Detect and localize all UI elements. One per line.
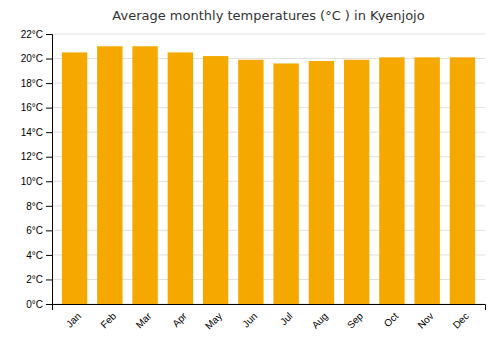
tick-label: 2°C: [26, 274, 43, 285]
tick-label: 18°C: [21, 78, 43, 89]
bar: [309, 61, 334, 304]
tick: 10°C: [21, 176, 52, 187]
tick-label: 22°C: [21, 29, 43, 40]
tick-mark: [46, 279, 52, 280]
chart-container: 0°C 2°C 4°C 6°C 8°C 10°C 12°C 14°C 16°C 18°C 20°C 2…: [0, 0, 500, 350]
tick: 8°C: [26, 201, 52, 212]
tick: 20°C: [21, 53, 52, 64]
title: Average monthly temperatures (°C ) in Ky…: [112, 8, 424, 23]
bar: [414, 57, 439, 304]
tick: Nov: [415, 310, 435, 330]
tick-label: Feb: [98, 310, 118, 330]
axis-line: [46, 35, 53, 305]
tick-mark: [46, 157, 52, 158]
x-axis: Jan Feb Mar Apr May Jun Jul Aug Sep Oct Nov Dec: [53, 305, 486, 332]
tick: 4°C: [26, 250, 52, 261]
tick-mark: [46, 83, 52, 84]
tick: Jun: [240, 310, 259, 329]
tick-label: Mar: [134, 310, 154, 330]
bar: [62, 52, 87, 304]
tick: Apr: [170, 310, 189, 329]
tick: 14°C: [21, 127, 52, 138]
tick: 12°C: [21, 151, 52, 162]
tick: 0°C: [26, 299, 52, 310]
tick-mark: [46, 132, 52, 133]
bar: [273, 63, 298, 304]
tick-label: Jul: [278, 310, 295, 327]
tick-label: Dec: [451, 310, 471, 330]
tick-label: 20°C: [21, 53, 43, 64]
grid: [52, 34, 485, 304]
bar: [450, 57, 475, 304]
tick-label: 8°C: [26, 201, 43, 212]
bar: [97, 46, 122, 304]
tick-label: Apr: [170, 310, 189, 329]
tick: Jan: [64, 310, 83, 329]
tick-label: 10°C: [21, 176, 43, 187]
tick: Mar: [134, 310, 154, 330]
tick-mark: [46, 255, 52, 256]
bar: [379, 57, 404, 304]
tick-mark: [46, 181, 52, 182]
tick-label: Oct: [382, 310, 401, 329]
tick-mark: [46, 34, 52, 35]
bar: [344, 60, 369, 304]
tick-label: Jan: [64, 310, 83, 329]
tick-label: 4°C: [26, 250, 43, 261]
tick: Oct: [382, 310, 401, 329]
tick-label: May: [203, 310, 224, 331]
y-axis: 0°C 2°C 4°C 6°C 8°C 10°C 12°C 14°C 16°C 18°C 20°C 2…: [21, 29, 53, 310]
tick-label: 14°C: [21, 127, 43, 138]
grid-line: [52, 34, 485, 35]
bar: [238, 60, 263, 304]
tick: Dec: [451, 310, 471, 330]
tick: 22°C: [21, 29, 52, 40]
tick: 6°C: [26, 225, 52, 236]
tick-label: Jun: [240, 310, 259, 329]
tick-label: Aug: [310, 310, 330, 330]
tick-mark: [46, 59, 52, 60]
tick: Feb: [98, 310, 118, 330]
tick-label: Nov: [415, 310, 435, 330]
tick-label: 6°C: [26, 225, 43, 236]
tick: 2°C: [26, 274, 52, 285]
tick: 16°C: [21, 102, 52, 113]
tick-mark: [46, 108, 52, 109]
tick: May: [203, 310, 224, 331]
tick-label: Sep: [345, 310, 366, 331]
tick-label: 12°C: [21, 151, 43, 162]
tick: Sep: [345, 310, 366, 331]
tick-label: 16°C: [21, 102, 43, 113]
bars: [62, 46, 475, 304]
tick-mark: [46, 304, 52, 305]
tick: Jul: [278, 310, 295, 327]
tick-mark: [46, 206, 52, 207]
chart: 0°C 2°C 4°C 6°C 8°C 10°C 12°C 14°C 16°C 18°C 20°C 2…: [0, 0, 500, 350]
tick-mark: [46, 230, 52, 231]
tick-label: 0°C: [26, 299, 43, 310]
tick: Aug: [310, 310, 330, 330]
plot: 0°C 2°C 4°C 6°C 8°C 10°C 12°C 14°C 16°C 18°C 20°C 2…: [21, 29, 486, 332]
bar: [168, 52, 193, 304]
tick: 18°C: [21, 78, 52, 89]
bar: [132, 46, 157, 304]
axis-line: [53, 305, 486, 311]
bar: [203, 56, 228, 304]
